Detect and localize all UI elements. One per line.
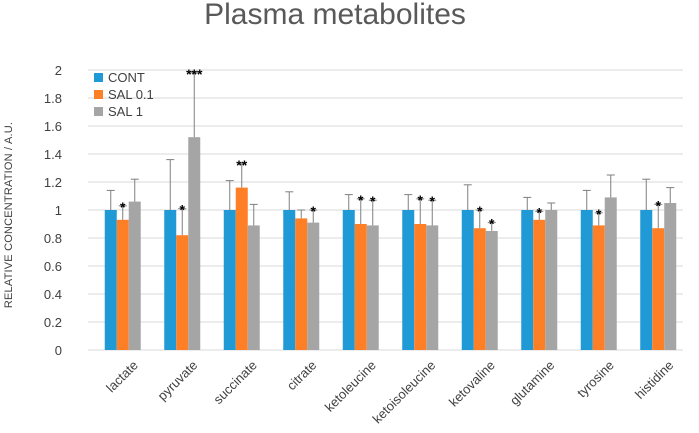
bar-histidine-2 [652, 228, 665, 350]
bar-glutamine-2 [533, 219, 546, 350]
x-category-label: pyruvate [154, 358, 200, 404]
bar-histidine-1 [640, 210, 653, 350]
bar-pyruvate-2 [176, 235, 189, 350]
x-category-label: lactate [103, 358, 141, 396]
bar-ketoleucine-2 [354, 224, 367, 350]
legend-swatch [94, 107, 103, 116]
y-tick-label: 0.6 [44, 259, 62, 274]
significance-marker: * [489, 216, 495, 232]
legend-label: SAL 0.1 [108, 87, 154, 102]
significance-marker: * [370, 193, 376, 209]
legend-label: CONT [108, 70, 145, 85]
x-category-label: histidine [632, 358, 676, 402]
x-category-label: ketoleucine [322, 358, 379, 415]
bar-ketoisoleucine-3 [426, 225, 439, 350]
bar-pyruvate-1 [164, 210, 177, 350]
x-category-label: tyrosine [574, 358, 617, 401]
bars [104, 137, 677, 350]
x-category-label: citrate [284, 358, 320, 394]
y-tick-label: 1.4 [44, 147, 62, 162]
significance-marker: * [311, 203, 317, 219]
bar-glutamine-3 [545, 210, 558, 350]
y-tick-label: 0.8 [44, 231, 62, 246]
bar-ketoisoleucine-2 [414, 224, 427, 350]
bar-tyrosine-1 [580, 210, 593, 350]
legend-swatch [94, 73, 103, 82]
bar-citrate-1 [283, 210, 296, 350]
y-tick-label: 1.2 [44, 175, 62, 190]
legend: CONT SAL 0.1 SAL 1 [94, 70, 154, 119]
y-tick-label: 1.8 [44, 91, 62, 106]
significance-marker: * [430, 193, 436, 209]
y-tick-label: 2 [55, 63, 62, 78]
significance-marker: * [180, 202, 186, 218]
bar-pyruvate-3 [188, 137, 201, 350]
significance-marker: * [656, 197, 662, 213]
significance-marker: * [120, 199, 126, 215]
y-tick-label: 0.4 [44, 287, 62, 302]
bar-ketoisoleucine-1 [402, 210, 415, 350]
bar-lactate-2 [116, 219, 129, 350]
bar-ketoleucine-3 [366, 225, 379, 350]
bar-ketoleucine-1 [342, 210, 355, 350]
significance-marker: *** [186, 66, 203, 82]
bar-succinate-1 [223, 210, 236, 350]
legend-label: SAL 1 [108, 104, 143, 119]
significance-markers: * ******** * * **** ** [120, 66, 662, 232]
significance-marker: * [418, 192, 424, 208]
y-tick-label: 0.2 [44, 315, 62, 330]
x-category-label: glutamine [507, 358, 557, 408]
bar-citrate-3 [307, 222, 320, 350]
significance-marker: * [358, 192, 364, 208]
legend-swatch [94, 90, 103, 99]
x-category-label: succinate [210, 358, 259, 407]
y-axis-label: RELATIVE CONCENTRATION / A.U. [3, 122, 15, 308]
chart-title: Plasma metabolites [204, 0, 466, 31]
x-category-label: ketoisoleucine [370, 358, 439, 427]
bar-citrate-2 [295, 218, 308, 350]
bar-ketovaline-2 [473, 228, 486, 350]
x-category-labels: lactate pyruvate succinate citrate ketoleuci… [103, 358, 676, 427]
bar-tyrosine-3 [604, 197, 617, 350]
y-tick-label: 1.6 [44, 119, 62, 134]
bar-ketovaline-3 [485, 231, 498, 350]
y-tick-label: 1 [55, 203, 62, 218]
y-tick-label: 0 [55, 343, 62, 358]
significance-marker: * [596, 206, 602, 222]
significance-marker: * [477, 203, 483, 219]
bar-lactate-1 [104, 210, 117, 350]
bar-glutamine-1 [521, 210, 534, 350]
bar-lactate-3 [128, 201, 141, 350]
bar-histidine-3 [664, 203, 677, 350]
error-bars [106, 72, 675, 236]
significance-marker: ** [236, 157, 247, 173]
bar-succinate-2 [235, 187, 248, 350]
x-category-label: ketovaline [446, 358, 498, 410]
y-tick-labels: 0 0.2 0.4 0.6 0.8 1 1.2 1.4 1.6 1.8 2 [44, 63, 62, 358]
bar-ketovaline-1 [461, 210, 474, 350]
significance-marker: * [537, 204, 543, 220]
bar-tyrosine-2 [592, 225, 605, 350]
bar-succinate-3 [247, 225, 260, 350]
